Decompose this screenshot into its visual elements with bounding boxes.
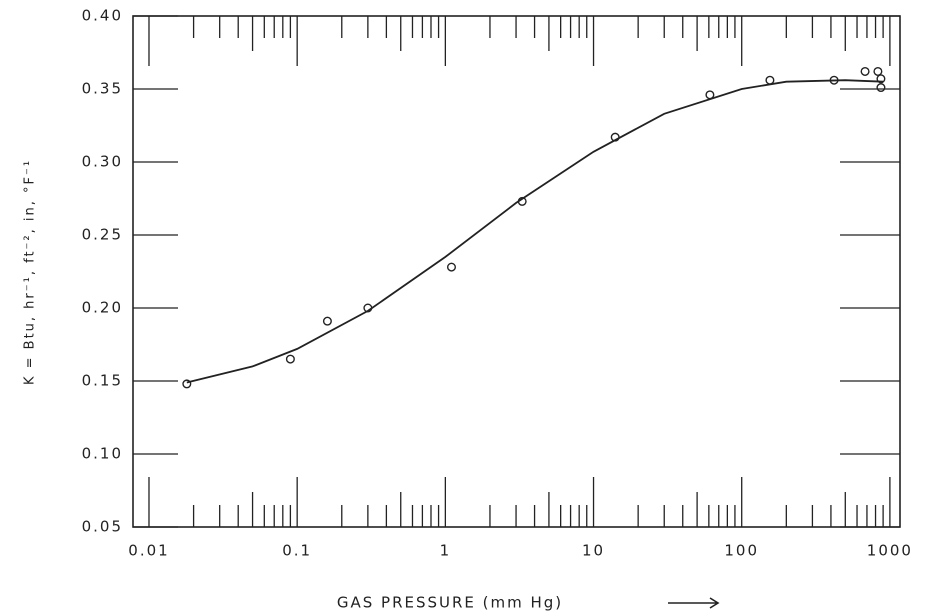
y-tick-label: 0.25	[82, 226, 123, 244]
arrow	[668, 597, 720, 609]
data-point	[182, 379, 192, 389]
data-point	[610, 132, 620, 142]
x-axis-label: GAS PRESSURE (mm Hg)	[337, 594, 563, 612]
x-tick-label: 0.1	[282, 542, 312, 560]
data-point	[285, 354, 295, 364]
data-point	[873, 66, 883, 76]
y-tick-label: 0.35	[82, 80, 123, 98]
data-point	[363, 303, 373, 313]
x-tick-label: 10	[582, 542, 605, 560]
y-tick-label: 0.20	[82, 299, 123, 317]
data-point	[322, 316, 332, 326]
fit-curve	[186, 79, 884, 384]
data-point	[876, 74, 886, 84]
y-tick-label: 0.40	[82, 7, 123, 25]
data-point	[876, 83, 886, 93]
plot-frame	[132, 15, 901, 528]
x-tick-label: 0.01	[128, 542, 169, 560]
data-point	[860, 66, 870, 76]
x-tick-label: 1000	[867, 542, 913, 560]
data-point	[446, 262, 456, 272]
x-tick-label: 100	[724, 542, 759, 560]
x-tick-label: 1	[440, 542, 452, 560]
y-tick-label: 0.15	[82, 372, 123, 390]
y-axis-label: K = Btu, hr⁻¹, ft⁻², in, °F⁻¹	[23, 159, 38, 385]
y-tick-label: 0.10	[82, 445, 123, 463]
data-point	[829, 75, 839, 85]
y-tick-label: 0.30	[82, 153, 123, 171]
y-tick-label: 0.05	[82, 518, 123, 536]
data-point	[517, 196, 527, 206]
data-point	[705, 90, 715, 100]
data-point	[765, 75, 775, 85]
